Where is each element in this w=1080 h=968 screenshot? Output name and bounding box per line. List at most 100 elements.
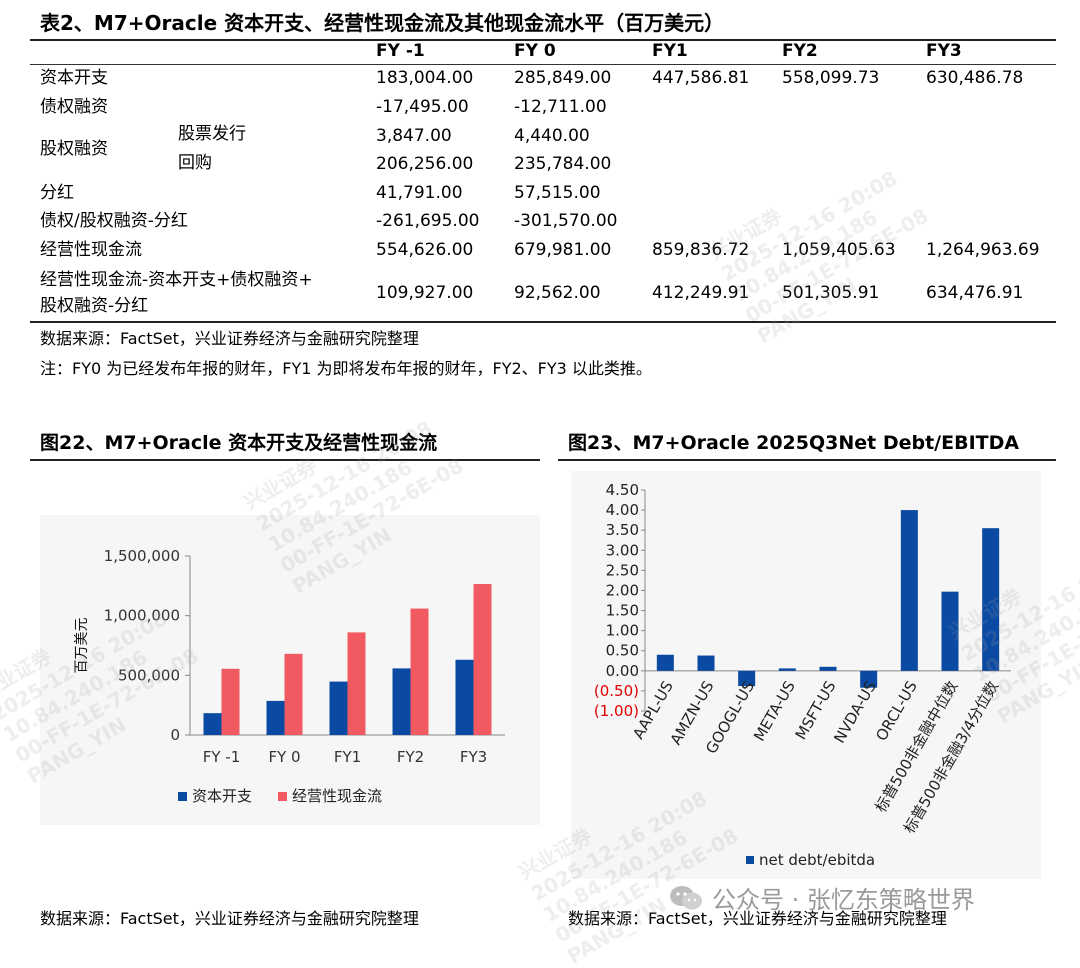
table-cell: 109,927.00 <box>376 283 474 303</box>
row-label: 分红 <box>40 183 74 203</box>
row-label: 经营性现金流 <box>40 240 142 260</box>
chart22-plot: 0 500,000 1,000,000 1,500,000 百万美元 FY -1 FY 0 F… <box>74 547 505 805</box>
column-header: FY -1 <box>376 41 425 61</box>
y-tick-label: 4.50 <box>606 481 639 499</box>
row-label: 债权融资 <box>40 97 108 117</box>
bar-net-debt-ebitda <box>738 670 756 687</box>
table-cell: -17,495.00 <box>376 97 469 117</box>
table-cell: 501,305.91 <box>782 283 880 303</box>
bar-ocf <box>221 668 240 735</box>
y-tick-label: 4.00 <box>606 501 639 519</box>
watermark-line: 2025-12-16 20:08 <box>717 165 902 286</box>
y-tick-label: 1,500,000 <box>104 547 180 565</box>
x-tick-label: FY1 <box>334 748 361 766</box>
legend-swatch <box>178 792 187 801</box>
legend-label: 经营性现金流 <box>292 787 382 805</box>
table-cell: 1,264,963.69 <box>926 240 1040 260</box>
table-bottom-rule <box>30 321 1056 323</box>
wechat-icon <box>670 885 702 909</box>
bar-net-debt-ebitda <box>819 666 837 671</box>
y-tick-label: 1,000,000 <box>104 607 180 625</box>
table-cell: 183,004.00 <box>376 68 474 88</box>
column-header: FY1 <box>652 41 688 61</box>
row-label: 债权/股权融资-分红 <box>40 211 188 231</box>
chart23-source: 数据来源：FactSet，兴业证券经济与金融研究院整理 <box>568 909 947 928</box>
table-cell: 206,256.00 <box>376 154 474 174</box>
x-tick-label: FY 0 <box>268 748 300 766</box>
table-title: 表2、M7+Oracle 资本开支、经营性现金流及其他现金流水平（百万美元） <box>40 11 725 35</box>
bar-net-debt-ebitda <box>982 528 1000 671</box>
table-cell: -301,570.00 <box>514 211 618 231</box>
y-tick-label: (1.00) <box>594 702 639 720</box>
y-tick-label: 1.50 <box>606 602 639 620</box>
bar-capex <box>203 713 222 735</box>
x-tick-label: FY2 <box>397 748 424 766</box>
bar-net-debt-ebitda <box>860 670 878 688</box>
chart23-panel <box>571 471 1041 879</box>
table-cell: 634,476.91 <box>926 283 1024 303</box>
chart23-title: 图23、M7+Oracle 2025Q3Net Debt/EBITDA <box>568 432 1020 454</box>
bar-capex <box>392 668 411 735</box>
bar-net-debt-ebitda <box>656 654 674 671</box>
y-tick-label: 0 <box>170 726 180 744</box>
table-note: 注：FY0 为已经发布年报的财年，FY1 为即将发布年报的财年，FY2、FY3 … <box>40 359 652 378</box>
wechat-brand-text: 公众号 · 张忆东策略世界 <box>712 886 975 914</box>
table-cell: 412,249.91 <box>652 283 750 303</box>
row-sublabel: 股票发行 <box>178 124 246 144</box>
bar-net-debt-ebitda <box>941 591 959 671</box>
table-cell: 558,099.73 <box>782 68 880 88</box>
table-cell: 859,836.72 <box>652 240 750 260</box>
y-tick-label: 0.50 <box>606 642 639 660</box>
y-tick-label: 500,000 <box>118 666 180 684</box>
header-rule <box>30 64 1056 65</box>
wechat-brand: 公众号 · 张忆东策略世界 <box>668 880 975 915</box>
table-cell: 447,586.81 <box>652 68 750 88</box>
table-cell: 1,059,405.63 <box>782 240 896 260</box>
bar-net-debt-ebitda <box>697 655 715 671</box>
column-header: FY2 <box>782 41 818 61</box>
bar-ocf <box>347 632 366 735</box>
bar-net-debt-ebitda <box>778 668 796 671</box>
y-tick-label: 1.00 <box>606 622 639 640</box>
table-cell: 57,515.00 <box>514 183 601 203</box>
table-cell: 92,562.00 <box>514 283 601 303</box>
legend-label: 资本开支 <box>192 787 252 805</box>
y-tick-label: (0.50) <box>594 682 639 700</box>
legend-label: net debt/ebitda <box>759 851 875 869</box>
y-tick-label: 3.00 <box>606 541 639 559</box>
chart22-title: 图22、M7+Oracle 资本开支及经营性现金流 <box>40 432 438 454</box>
table-cell: 630,486.78 <box>926 68 1024 88</box>
bar-ocf <box>473 584 492 735</box>
y-tick-label: 2.50 <box>606 561 639 579</box>
row-label: 股权融资-分红 <box>40 296 149 316</box>
bar-capex <box>455 659 474 735</box>
table-cell: 285,849.00 <box>514 68 612 88</box>
bar-ocf <box>284 653 303 735</box>
table-cell: 554,626.00 <box>376 240 474 260</box>
table-source: 数据来源：FactSet，兴业证券经济与金融研究院整理 <box>40 329 419 348</box>
chart23-plot: (1.00) (0.50) 0.00 0.50 1.00 1.50 2.00 2.50 3.00… <box>594 481 1011 869</box>
bar-capex <box>329 681 348 735</box>
x-tick-label: FY -1 <box>203 748 241 766</box>
bar-ocf <box>410 608 429 735</box>
column-header: FY 0 <box>514 41 556 61</box>
y-tick-label: 0.00 <box>606 662 639 680</box>
y-tick-label: 3.50 <box>606 521 639 539</box>
y-tick-label: 2.00 <box>606 581 639 599</box>
bar-capex <box>266 700 285 735</box>
x-tick-label: FY3 <box>460 748 487 766</box>
watermark-line: 00-FF-1E-72-6E-08 <box>741 203 933 328</box>
legend-swatch <box>278 792 287 801</box>
chart22-title-rule <box>30 459 540 461</box>
row-label: 经营性现金流-资本开支+债权融资+ <box>40 270 313 290</box>
chart23-title-rule <box>558 459 1056 461</box>
row-group-label: 股权融资 <box>40 139 108 159</box>
y-axis-label: 百万美元 <box>74 618 90 674</box>
row-sublabel: 回购 <box>178 153 212 173</box>
table-cell: -261,695.00 <box>376 211 480 231</box>
table-top-rule <box>30 39 1056 41</box>
table-cell: 41,791.00 <box>376 183 463 203</box>
table-cell: -12,711.00 <box>514 97 607 117</box>
table-cell: 235,784.00 <box>514 154 612 174</box>
chart22-source: 数据来源：FactSet，兴业证券经济与金融研究院整理 <box>40 909 419 928</box>
